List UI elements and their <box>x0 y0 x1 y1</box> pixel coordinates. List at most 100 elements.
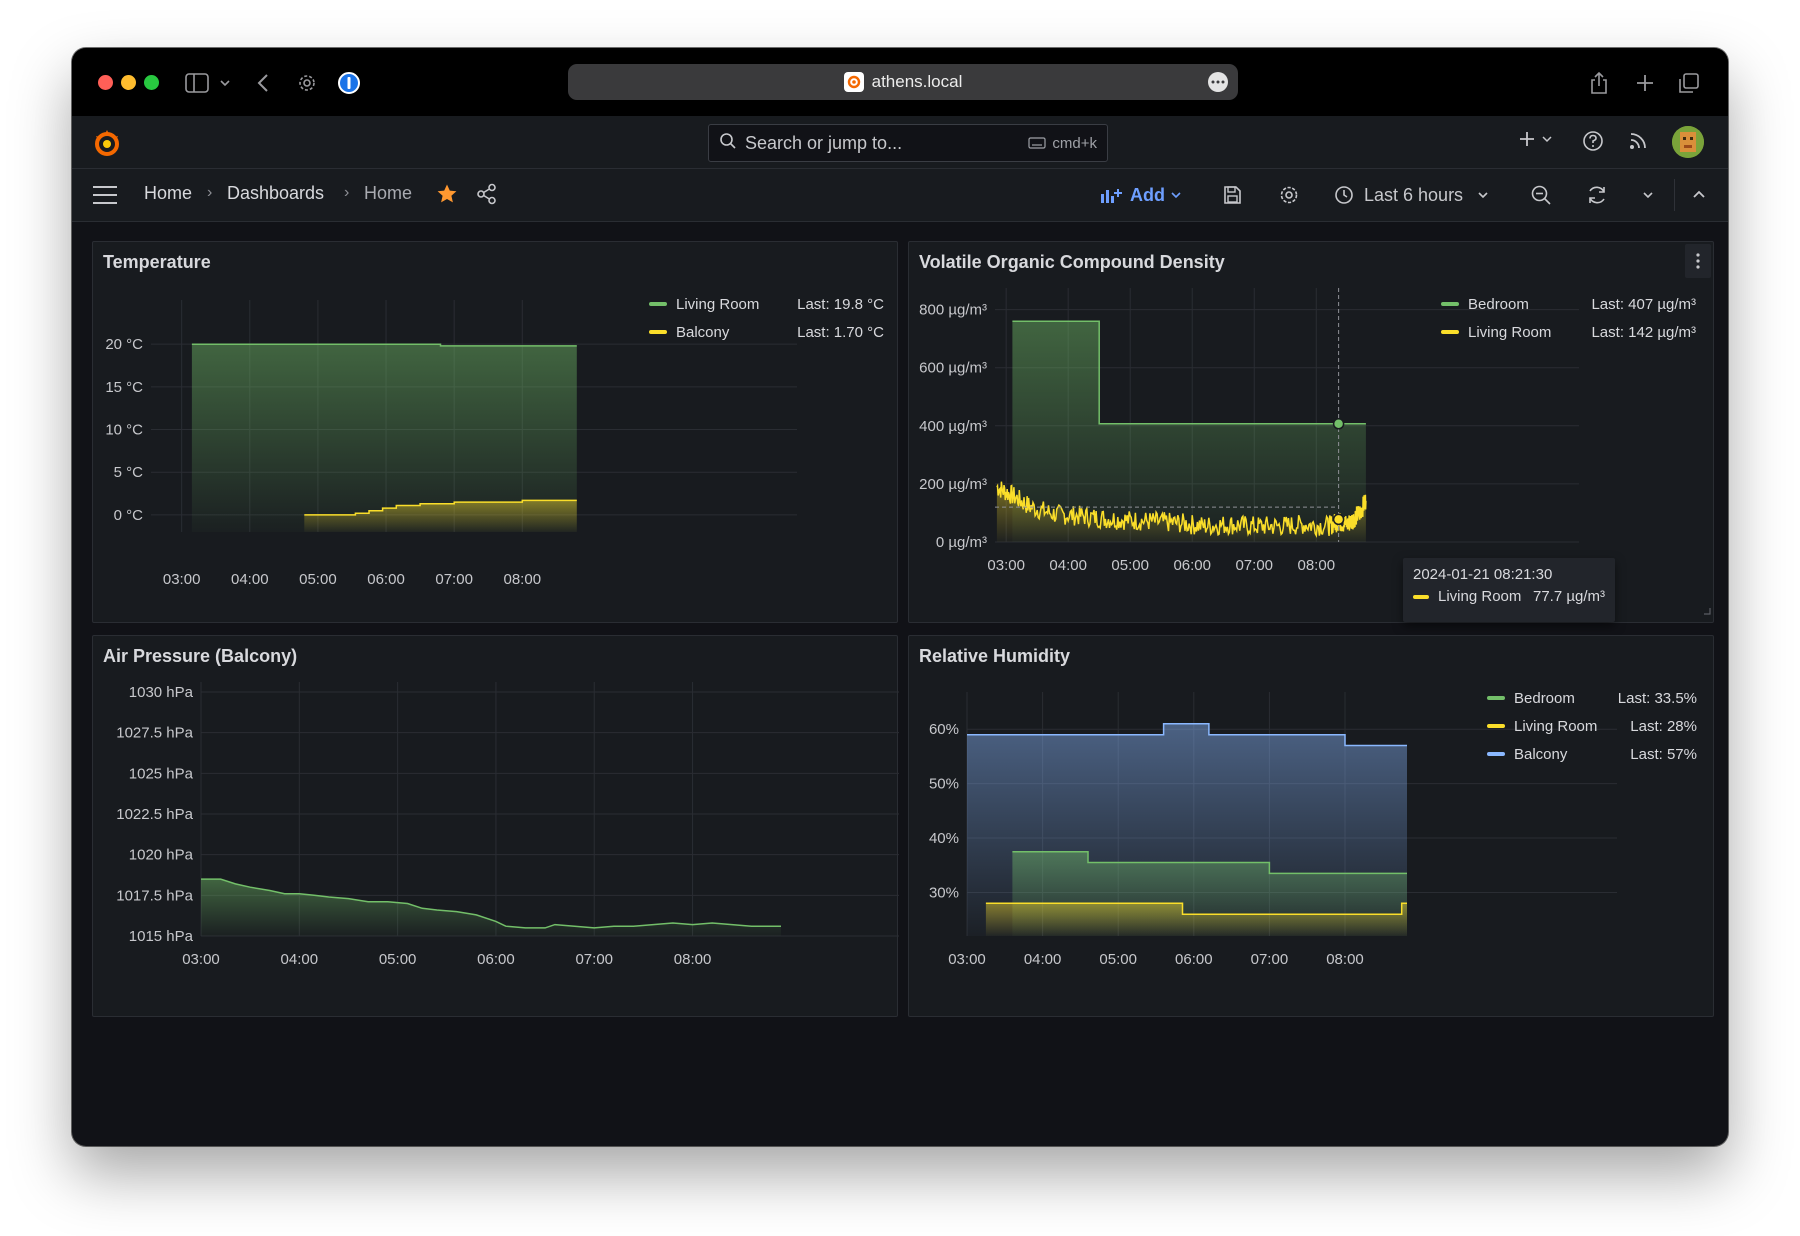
search-placeholder: Search or jump to... <box>745 132 903 153</box>
x-tick-label: 03:00 <box>948 951 986 968</box>
add-panel-icon <box>1101 189 1122 203</box>
dashboard-settings-icon[interactable] <box>1278 181 1300 209</box>
plus-icon <box>1520 132 1534 146</box>
x-tick-label: 08:00 <box>674 951 712 968</box>
x-tick-label: 03:00 <box>163 571 201 588</box>
resize-handle-icon[interactable] <box>1703 602 1711 620</box>
panel-voc[interactable]: Volatile Organic Compound Density 0 µg/m… <box>908 241 1714 623</box>
user-avatar[interactable] <box>1672 126 1704 158</box>
x-tick-label: 08:00 <box>1326 951 1364 968</box>
temperature-chart[interactable]: 0 °C 5 °C 10 °C 15 °C 20 °C 03:00 04:00 05:00 06… <box>93 242 899 624</box>
zoom-window-button[interactable] <box>144 75 159 90</box>
y-tick-label: 600 µg/m³ <box>919 360 987 377</box>
breadcrumb-separator-icon: › <box>344 184 350 201</box>
legend-item[interactable]: Balcony Last: 57% <box>1487 740 1697 768</box>
grafana-logo[interactable] <box>92 128 122 158</box>
x-tick-label: 03:00 <box>182 951 220 968</box>
series-line-bedroom <box>1012 850 1407 875</box>
news-feed-icon[interactable] <box>1628 131 1648 156</box>
url-text: athens.local <box>871 72 963 91</box>
y-tick-label: 1020 hPa <box>129 847 194 864</box>
series-line-living-room <box>985 902 1407 915</box>
save-dashboard-icon[interactable] <box>1222 181 1242 209</box>
help-icon[interactable] <box>1582 130 1604 157</box>
legend-item[interactable]: Living Room Last: 19.8 °C <box>649 290 884 318</box>
breadcrumb-dashboards[interactable]: Dashboards <box>227 183 325 203</box>
refresh-icon[interactable] <box>1586 181 1608 209</box>
y-tick-label: 1017.5 hPa <box>116 887 193 904</box>
collapse-chevron-up-icon[interactable] <box>1692 181 1706 209</box>
x-tick-label: 07:00 <box>1251 951 1289 968</box>
y-tick-label: 15 °C <box>105 379 143 396</box>
new-plus-menu-button[interactable] <box>1518 130 1552 148</box>
share-dashboard-icon[interactable] <box>476 183 498 210</box>
tooltip-row: Living Room 77.7 µg/m³ <box>1413 588 1605 605</box>
humidity-chart[interactable]: 30% 40% 50% 60% 03:00 04:00 05:00 06:00 07:00 08:… <box>909 636 1715 1018</box>
y-tick-label: 400 µg/m³ <box>919 418 987 435</box>
gear-icon[interactable] <box>292 68 322 98</box>
chevron-down-icon <box>1171 192 1181 199</box>
back-arrow-icon[interactable] <box>248 68 278 98</box>
x-tick-label: 04:00 <box>231 571 269 588</box>
breadcrumb-home[interactable]: Home <box>144 183 193 203</box>
more-options-icon[interactable] <box>1208 72 1228 92</box>
address-bar[interactable]: athens.local <box>568 64 1238 100</box>
legend-swatch-icon <box>649 330 667 334</box>
minimize-window-button[interactable] <box>121 75 136 90</box>
pressure-chart[interactable]: 1015 hPa 1017.5 hPa 1020 hPa 1022.5 hPa 1025… <box>93 636 899 1018</box>
panel-title: Relative Humidity <box>919 646 1071 666</box>
x-tick-label: 04:00 <box>281 951 319 968</box>
legend-name: Balcony <box>1514 745 1568 763</box>
legend-swatch-icon <box>649 302 667 306</box>
keyboard-icon <box>1028 137 1046 149</box>
y-tick-label: 60% <box>929 721 959 738</box>
legend-name: Bedroom <box>1468 295 1529 313</box>
y-tick-label: 0 °C <box>114 507 144 524</box>
add-panel-button[interactable]: Add <box>1100 181 1182 209</box>
y-tick-label: 1015 hPa <box>129 928 194 945</box>
panel-temperature[interactable]: Temperature 0 °C 5 °C 10 °C 15 °C 20 °C 03:00… <box>92 241 898 623</box>
search-input[interactable]: Search or jump to... cmd+k <box>708 124 1108 162</box>
x-tick-label: 07:00 <box>575 951 613 968</box>
legend-item[interactable]: Living Room Last: 142 µg/m³ <box>1441 318 1696 346</box>
series-line-living-room <box>996 481 1367 538</box>
x-tick-label: 05:00 <box>1111 557 1149 574</box>
series-area-balcony <box>304 500 577 532</box>
y-tick-label: 5 °C <box>114 464 144 481</box>
legend-last: Last: 19.8 °C <box>797 295 884 313</box>
menu-icon[interactable] <box>92 185 118 210</box>
time-range-picker[interactable]: Last 6 hours <box>1334 181 1489 209</box>
panel-humidity[interactable]: Relative Humidity 30% 40% 50% 60% 03:00 04:00… <box>908 635 1714 1017</box>
new-tab-icon[interactable] <box>1630 68 1660 98</box>
legend-item[interactable]: Bedroom Last: 407 µg/m³ <box>1441 290 1696 318</box>
close-window-button[interactable] <box>98 75 113 90</box>
panel-menu-icon[interactable] <box>1685 244 1711 278</box>
x-tick-label: 05:00 <box>1099 951 1137 968</box>
grafana-topnav: Search or jump to... cmd+k <box>72 116 1728 169</box>
sidebar-toggle-icon[interactable] <box>182 68 212 98</box>
add-panel-label: Add <box>1130 184 1165 205</box>
y-tick-label: 1022.5 hPa <box>116 806 193 823</box>
legend-name: Balcony <box>676 323 730 341</box>
refresh-interval-chevron-icon[interactable] <box>1642 181 1654 209</box>
panel-pressure[interactable]: Air Pressure (Balcony) 1015 hPa 1017.5 hP… <box>92 635 899 1018</box>
voc-chart[interactable]: 0 µg/m³ 200 µg/m³ 400 µg/m³ 600 µg/m³ 800 µg… <box>909 242 1715 624</box>
zoom-out-icon[interactable] <box>1530 181 1552 209</box>
legend-name: Living Room <box>1468 323 1552 341</box>
legend-item[interactable]: Living Room Last: 28% <box>1487 712 1697 740</box>
series-line-bedroom <box>1012 320 1366 425</box>
x-tick-label: 06:00 <box>1175 951 1213 968</box>
star-icon[interactable] <box>436 183 458 210</box>
tooltip-value: 77.7 µg/m³ <box>1532 588 1605 605</box>
legend-item[interactable]: Balcony Last: 1.70 °C <box>649 318 884 346</box>
chevron-down-icon <box>1478 192 1488 199</box>
chevron-down-icon[interactable] <box>210 68 240 98</box>
legend-item[interactable]: Bedroom Last: 33.5% <box>1487 684 1697 712</box>
x-tick-label: 03:00 <box>987 557 1025 574</box>
tab-overview-icon[interactable] <box>1674 68 1704 98</box>
chevron-down-icon <box>1542 136 1552 143</box>
humidity-legend: Bedroom Last: 33.5% Living Room Last: 28… <box>1487 684 1697 768</box>
password-manager-icon[interactable] <box>334 68 364 98</box>
share-icon[interactable] <box>1584 68 1614 98</box>
search-shortcut-text: cmd+k <box>1052 134 1097 152</box>
